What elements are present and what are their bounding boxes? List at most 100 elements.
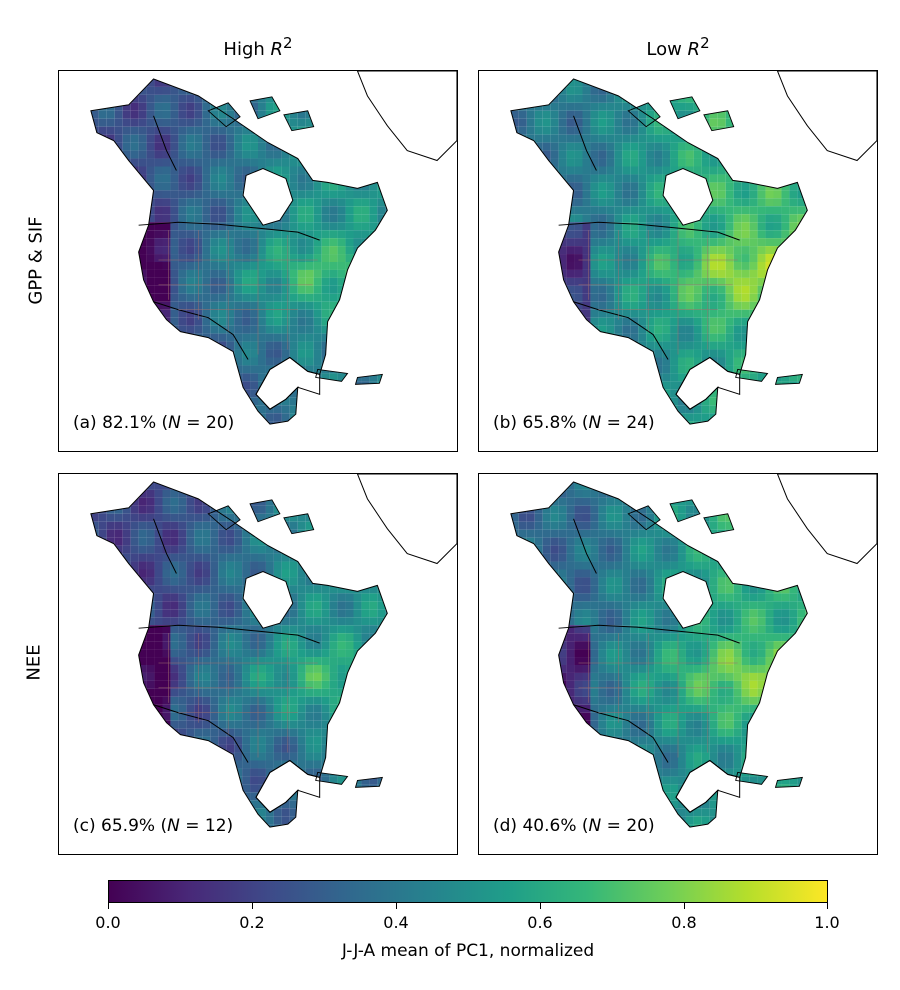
raster-cell bbox=[590, 222, 599, 231]
raster-cell bbox=[321, 481, 330, 490]
raster-cell bbox=[114, 78, 123, 87]
raster-cell bbox=[813, 238, 821, 246]
raster-cell bbox=[701, 397, 710, 406]
raster-cell bbox=[606, 182, 615, 191]
raster-cell bbox=[582, 254, 591, 262]
raster-cell bbox=[409, 405, 417, 413]
raster-cell bbox=[837, 190, 845, 198]
raster-cell bbox=[534, 317, 543, 326]
raster-cell bbox=[393, 429, 401, 437]
raster-cell bbox=[417, 445, 425, 451]
raster-cell bbox=[622, 126, 631, 135]
raster-cell bbox=[202, 389, 211, 398]
raster-cell bbox=[757, 301, 766, 310]
raster-cell bbox=[773, 198, 782, 207]
raster-cell bbox=[630, 206, 639, 215]
raster-cell bbox=[813, 270, 821, 278]
raster-cell bbox=[369, 261, 378, 270]
raster-cell bbox=[781, 317, 790, 326]
raster-cell bbox=[717, 293, 726, 302]
raster-cell bbox=[733, 150, 742, 159]
raster-cell bbox=[289, 158, 298, 167]
raster-cell bbox=[218, 238, 227, 247]
raster-cell bbox=[393, 270, 401, 278]
raster-cell bbox=[305, 86, 314, 95]
raster-cell bbox=[377, 126, 386, 135]
raster-cell bbox=[337, 78, 346, 87]
raster-cell bbox=[495, 135, 503, 143]
raster-cell bbox=[797, 126, 806, 135]
raster-cell bbox=[542, 182, 551, 191]
raster-cell bbox=[773, 333, 782, 342]
raster-cell bbox=[487, 389, 495, 397]
raster-cell bbox=[487, 326, 495, 334]
raster-cell bbox=[226, 325, 235, 334]
raster-cell bbox=[313, 134, 322, 143]
raster-cell bbox=[479, 254, 487, 262]
raster-cell bbox=[805, 293, 808, 302]
raster-cell bbox=[258, 357, 266, 366]
raster-cell bbox=[449, 437, 457, 445]
raster-cell bbox=[178, 397, 187, 406]
raster-cell bbox=[837, 342, 845, 350]
raster-cell bbox=[813, 445, 821, 451]
raster-cell bbox=[510, 277, 519, 286]
raster-cell bbox=[369, 381, 378, 390]
raster-cell bbox=[369, 349, 378, 358]
raster-cell bbox=[670, 230, 678, 239]
island-outline bbox=[315, 368, 349, 382]
raster-cell bbox=[210, 381, 219, 390]
raster-cell bbox=[130, 118, 139, 127]
raster-cell bbox=[377, 389, 386, 398]
raster-cell bbox=[163, 437, 171, 445]
raster-cell bbox=[542, 405, 551, 414]
raster-cell bbox=[234, 481, 243, 490]
raster-cell bbox=[281, 118, 290, 127]
raster-cell bbox=[717, 341, 726, 350]
raster-cell bbox=[321, 134, 330, 143]
raster-cell bbox=[154, 158, 163, 167]
raster-cell bbox=[622, 142, 631, 151]
raster-cell bbox=[853, 365, 861, 373]
raster-cell bbox=[542, 285, 551, 294]
raster-cell bbox=[662, 158, 671, 167]
raster-cell bbox=[678, 357, 686, 366]
raster-cell bbox=[377, 445, 385, 451]
raster-cell bbox=[821, 230, 829, 238]
raster-cell bbox=[106, 158, 115, 167]
raster-cell bbox=[314, 71, 322, 79]
raster-cell bbox=[186, 190, 195, 199]
raster-cell bbox=[733, 118, 742, 127]
raster-cell bbox=[218, 397, 227, 406]
raster-cell bbox=[845, 254, 853, 262]
raster-cell bbox=[353, 198, 362, 207]
raster-cell bbox=[829, 334, 837, 342]
raster-cell bbox=[503, 143, 511, 151]
raster-cell bbox=[861, 262, 869, 270]
raster-cell bbox=[495, 222, 503, 230]
raster-cell bbox=[321, 166, 330, 175]
raster-cell bbox=[829, 159, 837, 167]
raster-cell bbox=[709, 277, 718, 286]
raster-cell bbox=[805, 206, 808, 215]
raster-cell bbox=[425, 334, 433, 342]
raster-cell bbox=[789, 373, 798, 382]
raster-cell bbox=[67, 166, 75, 174]
raster-cell bbox=[234, 174, 243, 183]
raster-cell bbox=[606, 110, 615, 119]
raster-cell bbox=[433, 190, 441, 198]
raster-cell bbox=[281, 309, 290, 318]
raster-cell bbox=[98, 166, 107, 175]
raster-cell bbox=[606, 341, 615, 350]
raster-cell bbox=[75, 206, 83, 214]
raster-cell bbox=[369, 293, 378, 302]
raster-cell bbox=[289, 78, 298, 87]
raster-cell bbox=[701, 126, 710, 135]
raster-cell bbox=[646, 246, 655, 255]
raster-cell bbox=[90, 198, 99, 207]
raster-cell bbox=[797, 134, 806, 143]
raster-cell bbox=[829, 389, 837, 397]
raster-cell bbox=[250, 118, 258, 127]
raster-cell bbox=[425, 413, 433, 421]
raster-cell bbox=[337, 150, 346, 159]
